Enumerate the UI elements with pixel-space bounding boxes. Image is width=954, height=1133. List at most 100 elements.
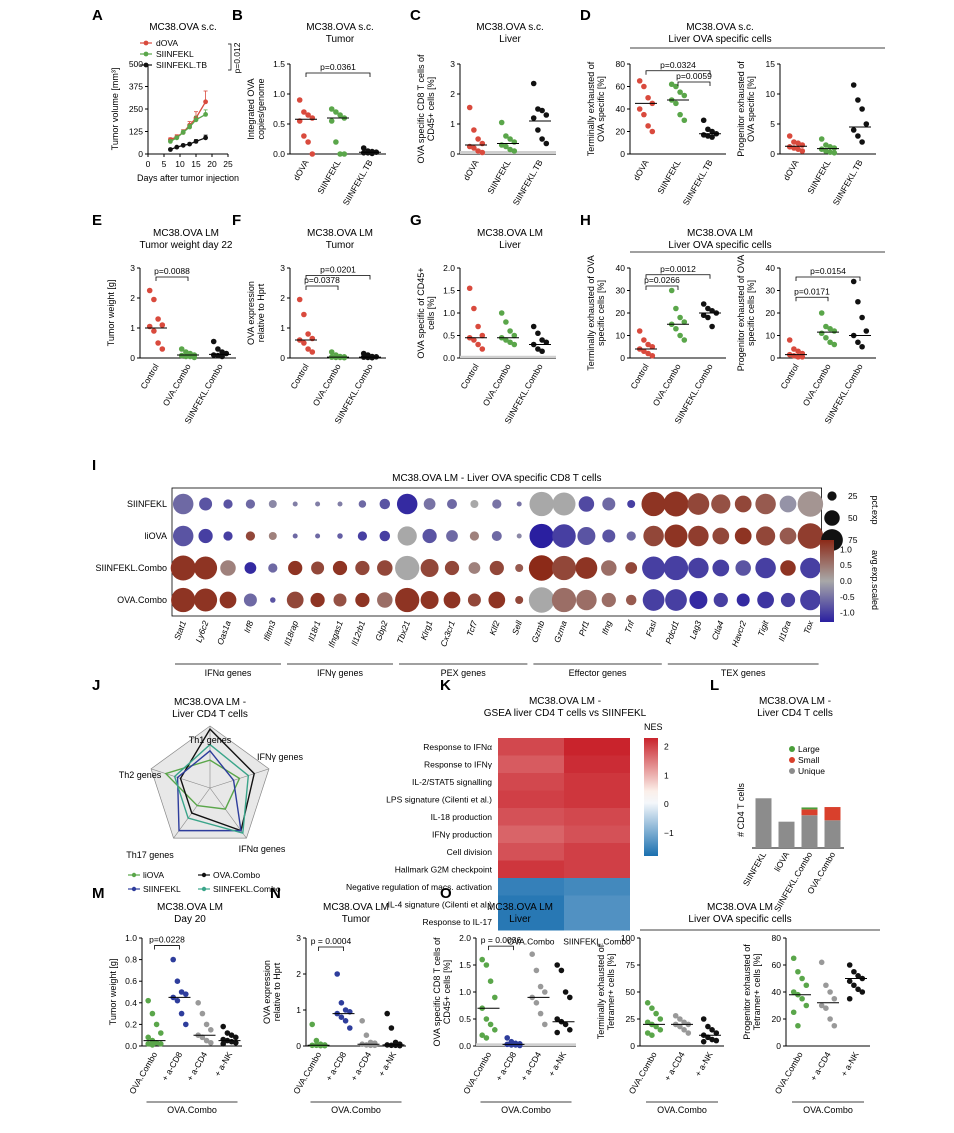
y-tick-label: 0 xyxy=(130,353,135,363)
gene-label: Ctla4 xyxy=(709,619,725,641)
data-point xyxy=(296,296,303,303)
stacked-bar-segment xyxy=(801,815,818,848)
gene-label: Havcr2 xyxy=(729,619,748,648)
expression-dot xyxy=(779,527,797,545)
y-tick-label: 2 xyxy=(130,293,135,303)
data-point xyxy=(178,1010,185,1017)
chart-subtitle: Tumor xyxy=(326,240,355,251)
expression-dot xyxy=(358,500,367,508)
data-point xyxy=(372,1042,378,1049)
data-point xyxy=(795,348,801,355)
y-tick-label: 0 xyxy=(138,149,143,159)
y-tick-label: 20 xyxy=(766,308,776,318)
data-point xyxy=(645,123,651,129)
stacked-bar-segment xyxy=(824,820,841,848)
legend-marker xyxy=(789,746,795,752)
data-point xyxy=(471,305,477,312)
x-category-label: + a-NK xyxy=(693,1050,715,1078)
y-axis-label: CD45+ cells [%] xyxy=(426,77,436,141)
legend-label: SIINFEKL.Combo xyxy=(213,884,281,894)
heatmap-cell xyxy=(498,808,564,826)
data-point xyxy=(475,136,481,142)
data-point xyxy=(700,312,707,319)
y-tick-label: 1.5 xyxy=(459,960,471,970)
heatmap-cell xyxy=(564,825,630,843)
data-point xyxy=(328,106,335,112)
expression-dot xyxy=(552,524,576,548)
data-point xyxy=(799,995,805,1002)
data-point xyxy=(145,1041,151,1047)
panel-letter-b: B xyxy=(232,7,243,24)
panel-g: 0.0 0.5 1.0 1.5 2.0 OVA specific of CD45+ cell… xyxy=(416,228,556,426)
y-tick-label: 15 xyxy=(766,59,776,69)
data-point xyxy=(365,150,371,156)
significance-bracket xyxy=(228,43,232,71)
expression-dot xyxy=(515,564,524,572)
chart-title: MC38.OVA LM xyxy=(323,902,389,913)
y-tick-label: 0 xyxy=(620,149,625,159)
radar-axis-label: Th2 genes xyxy=(119,770,162,780)
gene-group-label: IFNγ genes xyxy=(317,668,364,678)
y-tick-label: 0.5 xyxy=(443,331,455,341)
y-tick-label: 0.8 xyxy=(125,955,137,965)
chart-title: MC38.OVA s.c. xyxy=(306,22,374,33)
p-value-label: p=0.0201 xyxy=(320,265,356,275)
data-point xyxy=(296,97,303,103)
data-point xyxy=(537,983,544,990)
panel-d2: 0 5 10 15 Progenitor exhausted of OVA specifi… xyxy=(736,59,876,207)
data-point xyxy=(636,106,643,112)
panel-letter-n: N xyxy=(270,885,281,902)
panel-j: MC38.OVA LM -Liver CD4 T cells Th1 genes I… xyxy=(119,697,304,894)
x-category-label: + a-NK xyxy=(546,1050,568,1078)
radar-series xyxy=(176,749,242,832)
expression-dot xyxy=(757,591,774,609)
expression-dot xyxy=(194,588,218,612)
data-point xyxy=(641,337,647,343)
expression-dot xyxy=(219,591,237,609)
y-tick-label: 250 xyxy=(129,104,143,114)
data-point xyxy=(208,1027,214,1033)
expression-dot xyxy=(315,501,321,507)
y-axis-label: Tumor weight [g] xyxy=(108,959,118,1026)
x-tick-label: 20 xyxy=(207,159,217,169)
data-point xyxy=(846,962,853,968)
chart-subtitle: Liver xyxy=(509,914,531,925)
color-legend-label: 1.0 xyxy=(840,544,852,554)
p-value-label: p=0.0228 xyxy=(149,935,185,945)
x-category-label: dOVA xyxy=(461,158,481,182)
group-label: OVA.Combo xyxy=(657,1105,707,1115)
stacked-bar-segment xyxy=(755,798,772,848)
data-point xyxy=(475,341,481,348)
y-tick-label: 60 xyxy=(772,960,782,970)
data-point xyxy=(713,1030,720,1036)
panel-letter-k: K xyxy=(440,677,451,694)
data-point xyxy=(159,322,166,328)
expression-dot xyxy=(492,499,502,509)
expression-dot xyxy=(223,499,233,509)
heatmap-cell xyxy=(498,913,564,931)
significance-bracket xyxy=(645,285,679,290)
expression-dot xyxy=(779,495,797,513)
data-point xyxy=(203,135,209,141)
heatmap-col-label: SIINFEKL.Combo xyxy=(563,937,631,947)
expression-dot xyxy=(355,592,370,608)
y-tick-label: 2.0 xyxy=(459,933,471,943)
y-axis-label: OVA specific [%] xyxy=(596,76,606,142)
expression-dot xyxy=(422,528,437,544)
expression-dot xyxy=(528,587,555,613)
data-point xyxy=(483,1016,490,1022)
data-point xyxy=(827,989,833,995)
data-point xyxy=(507,328,513,334)
data-point xyxy=(799,142,806,148)
legend-marker xyxy=(143,40,149,46)
data-point xyxy=(155,316,161,322)
expression-dot xyxy=(688,525,709,547)
data-point xyxy=(795,146,801,152)
chart-subtitle: Liver xyxy=(499,34,521,45)
chart-subtitle: Liver OVA specific cells xyxy=(668,240,771,251)
data-point xyxy=(183,349,189,355)
y-tick-label: 0.4 xyxy=(125,998,137,1008)
data-point xyxy=(233,1039,239,1046)
panel-letter-d: D xyxy=(580,7,591,24)
significance-bracket xyxy=(305,275,371,280)
